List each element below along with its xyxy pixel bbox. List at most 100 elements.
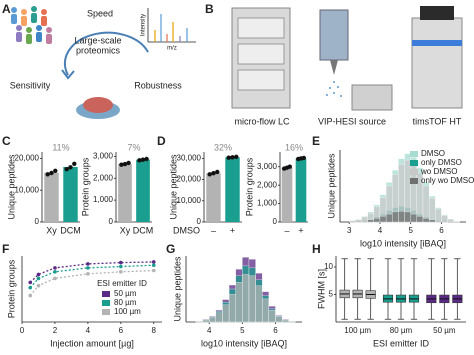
x-tick-label: 6: [273, 326, 278, 335]
replicate-point: [234, 154, 239, 160]
replicate-point: [72, 161, 77, 166]
bar: [295, 158, 307, 222]
sensitivity-label: Sensitivity: [10, 80, 51, 90]
legend-label: 100 µm: [114, 307, 141, 316]
replicate-point: [226, 155, 231, 160]
histogram-bar: [447, 218, 454, 223]
instrument-label: VIP-HESI source: [318, 116, 386, 126]
y-tick-label: 1,000: [93, 195, 114, 204]
x-tick-label: 50 µm: [433, 326, 456, 335]
histogram-bar: [410, 213, 417, 223]
x-tick-label: 5: [408, 226, 413, 235]
y-tick-label: 5: [329, 290, 334, 299]
instrument-label: timsTOF HT: [413, 116, 462, 126]
point: [28, 280, 33, 285]
x-tick-label: 2: [53, 326, 58, 335]
annotation: 11%: [52, 142, 69, 152]
histogram-bar: [435, 221, 442, 223]
y-tick-label: 0: [197, 217, 202, 226]
panel-b-art: [231, 6, 463, 111]
robustness-label: Robustness: [134, 80, 182, 90]
histogram-bar: [392, 211, 399, 223]
point: [36, 272, 41, 277]
point: [86, 266, 90, 270]
histogram-bar: [355, 221, 362, 223]
panel-label: E: [312, 134, 320, 148]
x-tick-label: –: [211, 225, 216, 235]
x-axis-label: ESI emitter ID: [373, 338, 430, 348]
histogram-bar: [441, 221, 448, 223]
x-tick-label: –: [284, 225, 289, 235]
x-tick-label: +: [298, 225, 303, 235]
bar: [63, 166, 78, 222]
x-tick-label: DCM: [133, 225, 154, 235]
panel-label: G: [166, 242, 175, 256]
y-tick-label: 0: [273, 217, 278, 226]
histogram-bar: [242, 274, 250, 323]
point: [119, 264, 123, 269]
replicate-point: [126, 160, 131, 166]
x-axis-label: Injection amount [µg]: [50, 338, 134, 348]
legend-swatch: [410, 151, 418, 157]
instrument-label: micro-flow LC: [234, 116, 290, 126]
histogram-bar: [441, 215, 448, 223]
histogram-bar: [453, 221, 461, 223]
histogram-bar: [248, 275, 256, 323]
legend-swatch: [410, 178, 418, 184]
replicate-point: [137, 158, 142, 163]
legend-swatch: [410, 169, 418, 175]
x-tick-label: 4: [207, 326, 212, 335]
y-axis-label: Unique peptides: [172, 256, 182, 322]
histogram-bar: [281, 319, 289, 323]
y-tick-label: 1,000: [257, 199, 278, 208]
x-tick-label: +: [230, 225, 235, 235]
point: [119, 270, 123, 274]
x-tick-label: 6: [119, 326, 124, 335]
replicate-point: [53, 168, 58, 173]
point: [53, 270, 57, 274]
panel-a-art: [11, 6, 196, 119]
annotation: 16%: [285, 142, 303, 152]
replicate-point: [207, 172, 212, 177]
legend-label: 80 µm: [114, 298, 137, 307]
histogram-bar: [202, 319, 210, 323]
x-tick-label: 3: [347, 226, 352, 235]
panel-label: A: [2, 2, 11, 16]
replicate-point: [301, 155, 306, 161]
x-tick-label: Xy: [46, 225, 57, 235]
x-axis-label: log10 intensity [iBAQ]: [201, 338, 287, 348]
y-axis-label: Protein groups: [244, 157, 254, 216]
histogram-bar: [228, 294, 236, 323]
legend-swatch: [102, 291, 110, 297]
x-tick-label: 100 µm: [344, 326, 371, 335]
series-line: [29, 261, 154, 283]
histogram-bar: [275, 316, 283, 323]
histogram-bar: [255, 285, 263, 323]
panel-label: B: [205, 2, 214, 16]
x-tick-label: DCM: [60, 225, 81, 235]
panel-label: F: [2, 242, 9, 256]
y-axis-label: Unique peptides: [168, 154, 178, 220]
point: [86, 262, 90, 266]
panel-label: C: [2, 134, 11, 148]
replicate-point: [211, 171, 216, 176]
point: [151, 260, 156, 264]
histogram-bar: [422, 218, 430, 223]
histogram-bar: [209, 317, 216, 323]
replicate-point: [119, 162, 124, 167]
y-tick-label: 0: [35, 217, 40, 226]
histogram-bar: [428, 198, 436, 223]
replicate-point: [45, 172, 50, 177]
x-tick-label: 4: [86, 326, 91, 335]
histogram-bar: [404, 211, 411, 223]
histogram-bar: [349, 220, 356, 223]
y-tick-label: 0: [109, 217, 114, 226]
replicate-point: [140, 157, 146, 162]
x-tick-label: 0: [20, 326, 25, 335]
replicate-point: [230, 155, 235, 160]
histogram-bar: [385, 213, 393, 223]
point: [53, 266, 57, 270]
y-axis-label: Protein groups: [80, 157, 90, 216]
x-tick-label: 4: [378, 226, 383, 235]
bar: [281, 167, 293, 222]
